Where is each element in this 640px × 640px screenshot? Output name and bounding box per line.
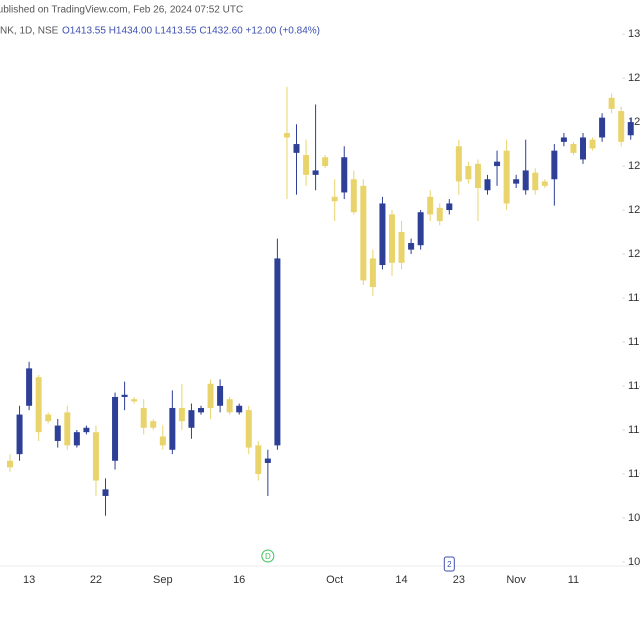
y-tick-label: 1080 <box>628 512 640 524</box>
y-tick-label: 1120 <box>628 424 640 436</box>
candle-body <box>283 133 290 138</box>
candle-body <box>541 181 548 186</box>
candle-body <box>217 385 224 406</box>
candle-body <box>73 432 80 446</box>
x-tick-label: 11 <box>568 574 579 586</box>
candle-body <box>236 405 243 413</box>
candle-body <box>198 407 204 413</box>
candle-body <box>436 207 443 222</box>
candle-body <box>331 196 338 202</box>
candle-body <box>513 179 520 184</box>
event-marker <box>261 549 275 563</box>
y-tick-label: 1180 <box>628 292 640 304</box>
candle-body <box>532 172 539 191</box>
candle-body <box>465 166 472 180</box>
candle-body <box>408 243 415 250</box>
candle-body <box>102 489 109 496</box>
candle-body <box>7 460 13 468</box>
y-tick-label: 1140 <box>628 380 640 392</box>
y-tick-label: 1240 <box>628 160 640 172</box>
candle-body <box>255 445 262 474</box>
candle-body <box>64 412 71 446</box>
y-tick-label: 1280 <box>628 72 640 84</box>
candle-body <box>226 399 233 413</box>
candle-body <box>303 155 310 175</box>
candle-body <box>16 414 23 455</box>
candle-body <box>522 170 529 191</box>
candle-body <box>379 203 386 266</box>
candle-body <box>599 117 606 138</box>
candle-body <box>159 436 166 446</box>
candle-body <box>580 137 586 160</box>
y-tick-label: 1160 <box>628 336 640 348</box>
candle-body <box>264 458 271 463</box>
x-tick-label: 22 <box>90 574 102 586</box>
candle-body <box>83 427 90 433</box>
y-tick-label: 1200 <box>628 248 640 260</box>
event-label: 2 <box>447 560 452 569</box>
candle-body <box>427 196 434 215</box>
event-marker <box>443 556 455 572</box>
candle-body <box>446 203 453 211</box>
candle-body <box>112 396 119 461</box>
candle-body <box>350 179 357 213</box>
ohlc-label: O1413.55 H1434.00 L1413.55 C1432.60 +12.… <box>62 26 320 37</box>
candle-body <box>54 425 61 441</box>
y-tick-label: 1100 <box>628 468 640 480</box>
candle-body <box>560 137 567 142</box>
candle-body <box>245 410 252 448</box>
candle-body <box>207 383 214 408</box>
candle-body <box>131 399 138 402</box>
x-tick-label: Oct <box>326 574 343 586</box>
x-tick-label: 14 <box>395 574 407 586</box>
candle-body <box>121 394 128 397</box>
x-tick-label: 13 <box>23 574 35 586</box>
candle-body <box>369 258 376 288</box>
candle-body <box>494 161 501 167</box>
candle-body <box>484 179 491 191</box>
candle-body <box>570 144 577 153</box>
candle-body <box>322 157 329 167</box>
candle-body <box>150 421 157 428</box>
y-tick-label: 1220 <box>628 204 640 216</box>
candle-body <box>360 185 367 281</box>
event-label: D <box>265 552 271 561</box>
candle-body <box>92 432 99 481</box>
candle-body <box>389 214 395 263</box>
candle-body <box>589 139 596 149</box>
candle-body <box>474 163 481 189</box>
candle-body <box>178 407 185 422</box>
chart-title: Published on TradingView.com, Feb 26, 20… <box>0 5 243 16</box>
candle-body <box>274 258 281 446</box>
y-tick-label: 1300 <box>628 28 640 40</box>
candle-body <box>35 377 42 433</box>
x-tick-label: 23 <box>453 574 465 586</box>
candle-body <box>627 122 634 136</box>
candle-body <box>455 146 462 182</box>
x-tick-label: Nov <box>506 574 526 586</box>
candle-body <box>312 170 319 175</box>
y-tick-label: 1060 <box>628 556 640 568</box>
candle-body <box>398 232 405 263</box>
candle-body <box>503 150 510 204</box>
x-tick-label: Sep <box>153 574 173 586</box>
candle-body <box>45 414 52 422</box>
symbol-label: NK, 1D, NSE <box>0 26 59 37</box>
candle-body <box>341 157 348 193</box>
candle-body <box>417 212 424 246</box>
candle-body <box>618 111 625 142</box>
candle-body <box>26 368 33 406</box>
candle-body <box>608 97 615 109</box>
candle-body <box>188 410 195 428</box>
candle-body <box>293 144 300 153</box>
candle-body <box>551 150 558 180</box>
x-tick-label: 16 <box>233 574 245 586</box>
candle-body <box>169 407 176 450</box>
candle-body <box>140 407 147 428</box>
